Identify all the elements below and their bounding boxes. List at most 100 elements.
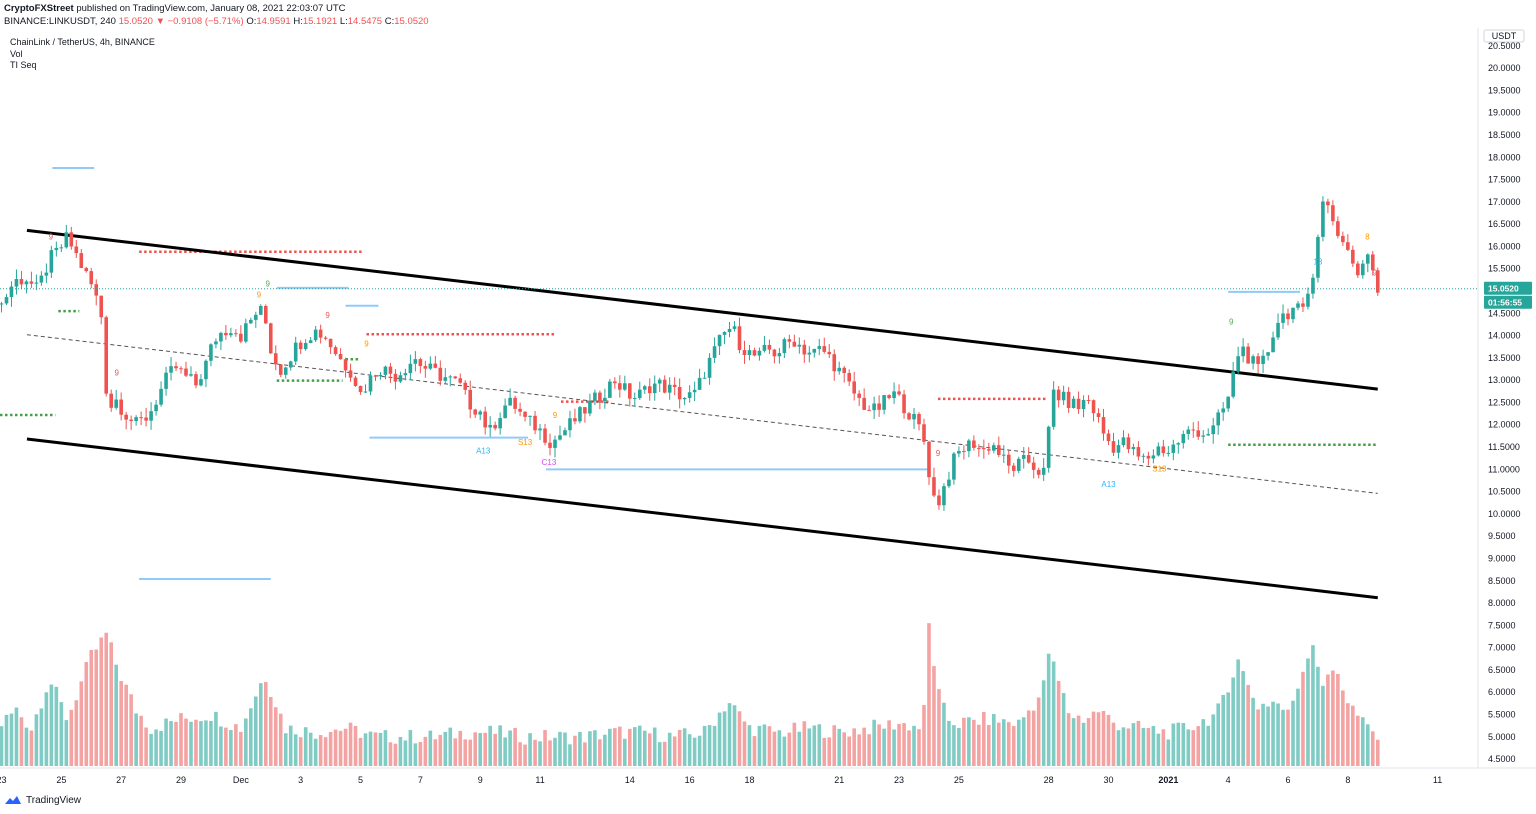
volume-bar [184, 718, 188, 766]
volume-bar [249, 708, 253, 766]
candle-body [553, 439, 557, 448]
candle-body [0, 303, 4, 305]
candle-body [1156, 446, 1161, 456]
candle-body [1136, 447, 1141, 457]
volume-bar [204, 720, 208, 766]
volume-bar [493, 733, 497, 766]
price-axis-label: 15.5000 [1488, 264, 1521, 274]
candle-body [1231, 371, 1235, 397]
candle-body [1216, 412, 1221, 426]
tradingview-logo-icon[interactable] [4, 794, 22, 806]
candle-body [887, 395, 891, 399]
volume-bar [1146, 728, 1151, 766]
candle-body [1291, 307, 1295, 320]
candle-body [303, 343, 308, 350]
candle-body [737, 326, 742, 351]
time-axis-label: 30 [1103, 775, 1113, 785]
candle-body [1086, 399, 1091, 401]
volume-bar [1071, 718, 1076, 766]
volume-bar [627, 728, 632, 766]
publisher-name[interactable]: CryptoFXStreet [4, 3, 74, 14]
candle-body [677, 386, 682, 400]
volume-bar [129, 694, 133, 766]
volume-bar [977, 724, 981, 766]
volume-bar [79, 681, 84, 766]
volume-bar [1361, 717, 1365, 766]
volume-bar [1331, 670, 1335, 766]
indicator-legend[interactable]: TI Seq [10, 60, 37, 70]
volume-bar [802, 721, 807, 766]
candle-body [1211, 425, 1216, 435]
volume-bar [603, 734, 607, 766]
volume-bar [1156, 733, 1161, 766]
volume-bar [428, 730, 433, 766]
candle-body [543, 428, 547, 443]
currency-box [1483, 29, 1525, 43]
volume-bar [837, 728, 842, 766]
candle-body [952, 453, 956, 480]
trendlines[interactable] [26, 228, 1378, 600]
volume-bar [214, 711, 218, 766]
sequential-label: 9 [936, 449, 941, 458]
volume-bar [1276, 703, 1280, 766]
price-axis-label: 19.5000 [1488, 85, 1521, 95]
sequential-label: 9 [114, 369, 119, 378]
candle-body [14, 279, 19, 287]
candle-body [1276, 322, 1280, 338]
candle-body [383, 366, 388, 375]
volume-bar [448, 727, 453, 766]
channel-midline [26, 334, 1378, 494]
volume-bar [1181, 722, 1186, 766]
volume-bar [64, 720, 69, 766]
candle-body [363, 391, 368, 393]
candle-body [652, 383, 657, 394]
candle-body [1016, 458, 1021, 471]
volume-legend[interactable]: Vol [10, 48, 23, 59]
volume-bar [1311, 645, 1315, 766]
candle-body [1370, 254, 1375, 271]
volume-bar [378, 732, 383, 766]
series-title[interactable]: ChainLink / TetherUS, 4h, BINANCE [10, 37, 155, 47]
price-axis-label: 19.0000 [1488, 108, 1521, 118]
footer-brand[interactable]: TradingView [26, 794, 82, 806]
candle-body [1306, 293, 1310, 307]
sequential-label: 9 [266, 280, 271, 289]
volume-bar [483, 732, 487, 766]
high-value: 15.1921 [302, 16, 338, 27]
candle-body [1071, 398, 1076, 408]
volume-bar [4, 714, 9, 766]
candle-body [578, 407, 582, 422]
candle-body [807, 352, 812, 355]
candle-body [627, 383, 632, 399]
volume-bar [712, 725, 717, 766]
candle-body [1021, 455, 1026, 459]
volume-bar [179, 713, 183, 766]
candle-body [1246, 346, 1250, 364]
candle-body [727, 328, 732, 333]
time-axis-label: 27 [116, 775, 126, 785]
volume-bar [443, 731, 448, 766]
price-axis-label: 10.0000 [1488, 509, 1521, 519]
volume-bar [1341, 690, 1345, 766]
volume-bar [114, 664, 118, 766]
time-axis-label: 7 [418, 775, 423, 785]
candle-body [927, 441, 931, 478]
volume-bar [433, 739, 438, 766]
volume-bar [49, 684, 54, 766]
time-axis[interactable]: 23 25 27 29 Dec 3 5 7 9 11 14 16 18 21 23 25 28 30 2021 4 6 8… [0, 767, 1536, 785]
volume-bar [104, 632, 109, 766]
candle-body [194, 374, 198, 386]
volume-bar [1336, 673, 1340, 766]
candle-body [852, 381, 856, 394]
volume-bar [1271, 701, 1275, 766]
volume-bar [902, 723, 906, 766]
volume-bar [707, 725, 712, 766]
volume-bar [543, 730, 547, 766]
candle-body [1301, 303, 1305, 307]
candle-body [712, 346, 717, 358]
countdown-timer: 01:56:55 [1488, 298, 1522, 308]
candle-body [862, 397, 866, 410]
volume-bar [657, 742, 662, 766]
